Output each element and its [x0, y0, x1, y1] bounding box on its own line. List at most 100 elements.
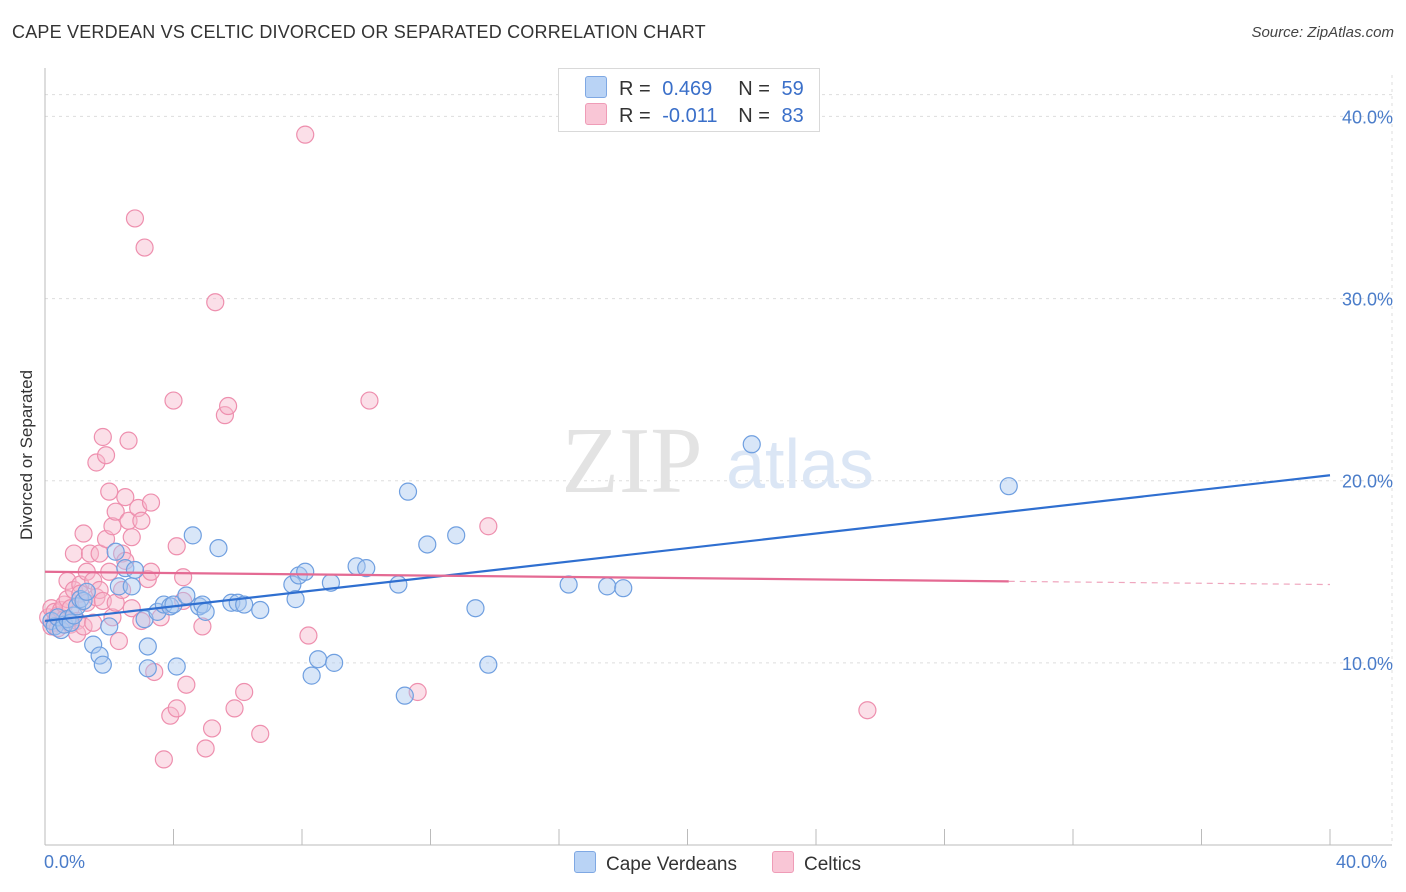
- data-point: [51, 620, 71, 640]
- data-point: [100, 482, 119, 501]
- data-point: [161, 706, 180, 725]
- data-point: [206, 293, 225, 312]
- data-point: [209, 539, 228, 558]
- data-point: [119, 431, 138, 450]
- data-point: [138, 659, 157, 678]
- data-point: [132, 511, 151, 530]
- data-point: [106, 502, 125, 521]
- y-tick-label: 40.0%: [1342, 107, 1393, 127]
- series-legend: Cape Verdeans Celtics: [0, 851, 1406, 879]
- legend-item-celtics[interactable]: Celtics: [772, 851, 861, 876]
- data-point: [219, 396, 238, 416]
- legend-swatch-blue: [574, 851, 596, 873]
- data-point: [447, 526, 466, 545]
- x-tick-label-min: 0.0%: [44, 852, 86, 872]
- legend-r-value: 0.469: [662, 78, 713, 100]
- data-point: [138, 637, 157, 656]
- data-point: [84, 635, 103, 654]
- legend-label-cape-verdeans: Cape Verdeans: [606, 854, 737, 875]
- data-point: [395, 686, 414, 705]
- data-point: [132, 611, 151, 631]
- watermark: ZIP atlas: [562, 409, 874, 513]
- data-point: [141, 493, 161, 512]
- correlation-legend: R = 0.469 N = 59 R = -0.011 N = 83: [558, 68, 820, 132]
- x-tick-label-max: 40.0%: [1336, 852, 1388, 872]
- legend-n-value: 59: [781, 78, 804, 100]
- data-point: [96, 446, 116, 465]
- data-point: [559, 575, 578, 594]
- axes: [44, 68, 1392, 846]
- y-tick-labels: 10.0% 20.0% 30.0% 40.0%: [1342, 107, 1393, 673]
- data-point: [64, 544, 84, 563]
- data-point: [357, 559, 376, 578]
- data-point: [125, 209, 145, 228]
- data-point: [93, 427, 112, 447]
- legend-swatch-pink: [585, 103, 607, 125]
- data-point: [122, 528, 141, 547]
- data-point: [193, 617, 212, 636]
- data-point: [360, 391, 379, 410]
- data-point: [106, 542, 125, 561]
- data-point: [466, 599, 485, 618]
- legend-item-cape-verdeans[interactable]: Cape Verdeans: [574, 851, 737, 876]
- data-point: [167, 537, 186, 556]
- data-point: [302, 666, 321, 685]
- y-tick-label: 20.0%: [1342, 472, 1393, 492]
- data-point: [858, 701, 877, 720]
- legend-swatch-pink: [772, 851, 794, 873]
- data-point: [100, 617, 119, 636]
- legend-swatch-blue: [585, 76, 607, 98]
- data-point: [80, 544, 100, 563]
- data-point: [251, 724, 270, 743]
- legend-n-value: 83: [781, 105, 804, 127]
- data-point: [398, 482, 418, 501]
- y-tick-label: 30.0%: [1342, 290, 1393, 310]
- data-point: [135, 238, 154, 257]
- cape-verdean-points: [42, 435, 1018, 705]
- data-point: [225, 699, 244, 718]
- data-point: [235, 595, 254, 614]
- watermark-atlas: atlas: [726, 425, 874, 503]
- trend-line-celtics-extension: [1008, 580, 1331, 586]
- data-point: [116, 551, 135, 570]
- data-point: [999, 477, 1018, 496]
- legend-r-value: -0.011: [662, 105, 718, 127]
- data-point: [286, 590, 305, 609]
- data-point: [93, 655, 112, 674]
- data-point: [235, 682, 254, 702]
- data-point: [71, 590, 90, 609]
- data-point: [598, 577, 617, 596]
- data-point: [196, 602, 215, 621]
- data-point: [109, 577, 128, 596]
- data-point: [418, 535, 437, 554]
- trend-line-celtics: [44, 570, 1009, 583]
- data-point: [196, 739, 215, 758]
- data-point: [125, 560, 145, 580]
- legend-label-celtics: Celtics: [804, 854, 862, 875]
- data-point: [308, 650, 328, 669]
- legend-r-label: R =: [619, 105, 657, 127]
- legend-row-cape-verdean: R = 0.469 N = 59: [585, 76, 804, 100]
- data-point: [742, 435, 761, 454]
- data-point: [177, 675, 196, 694]
- y-tick-label: 10.0%: [1342, 654, 1393, 674]
- data-point: [202, 719, 222, 738]
- data-point: [167, 699, 186, 718]
- data-point: [296, 125, 315, 144]
- legend-row-celtic: R = -0.011 N = 83: [585, 103, 804, 127]
- data-point: [154, 750, 173, 769]
- legend-n-label: N =: [738, 105, 776, 127]
- data-point: [116, 488, 135, 507]
- gridlines: [45, 75, 1393, 845]
- data-point: [479, 655, 498, 674]
- data-point: [251, 600, 270, 620]
- data-point: [109, 631, 128, 651]
- source-label: Source: ZipAtlas.com: [1251, 24, 1394, 41]
- data-point: [479, 517, 498, 536]
- data-point: [87, 453, 106, 472]
- data-point: [77, 582, 96, 601]
- data-point: [183, 526, 202, 545]
- data-point: [164, 391, 183, 410]
- trend-lines: [44, 474, 1331, 623]
- data-point: [389, 575, 408, 594]
